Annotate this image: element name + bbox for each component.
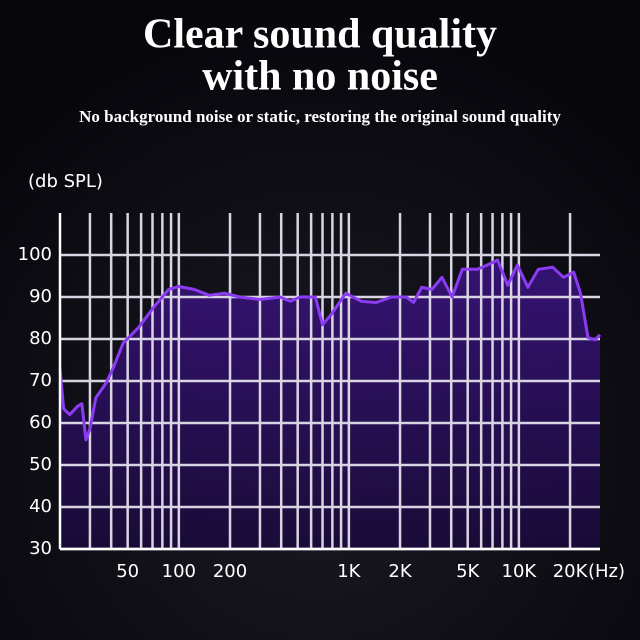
title-line: with no noise — [202, 54, 438, 100]
x-axis-label: (Hz) — [588, 561, 625, 582]
y-axis-label: (db SPL) — [28, 171, 103, 192]
y-tick-label: 60 — [29, 412, 52, 433]
y-tick-label: 30 — [29, 538, 52, 559]
plot: 30 40 50 60 70 80 90 100 50 100 200 1K 2K 5K 10K 20K — [18, 213, 602, 582]
area — [60, 260, 600, 549]
line — [58, 258, 602, 442]
y-tick-label: 80 — [29, 328, 52, 349]
x-tick-label: 5K — [456, 561, 480, 582]
x-tick-label: 10K — [502, 561, 538, 582]
y-tick-label: 90 — [29, 286, 52, 307]
y-tick-label: 70 — [29, 370, 52, 391]
x-tick-label: 20K — [553, 561, 589, 582]
subtitle: No background noise or static, restoring… — [79, 107, 561, 126]
x-tick-label: 200 — [213, 561, 247, 582]
y-tick-label: 40 — [29, 496, 52, 517]
y-tick-label: 50 — [29, 454, 52, 475]
title-line: Clear sound quality — [143, 12, 497, 58]
x-tick-label: 50 — [116, 561, 139, 582]
x-tick-label: 2K — [388, 561, 412, 582]
x-tick-label: 1K — [337, 561, 361, 582]
y-tick-label: 100 — [18, 244, 52, 265]
x-tick-label: 100 — [162, 561, 196, 582]
